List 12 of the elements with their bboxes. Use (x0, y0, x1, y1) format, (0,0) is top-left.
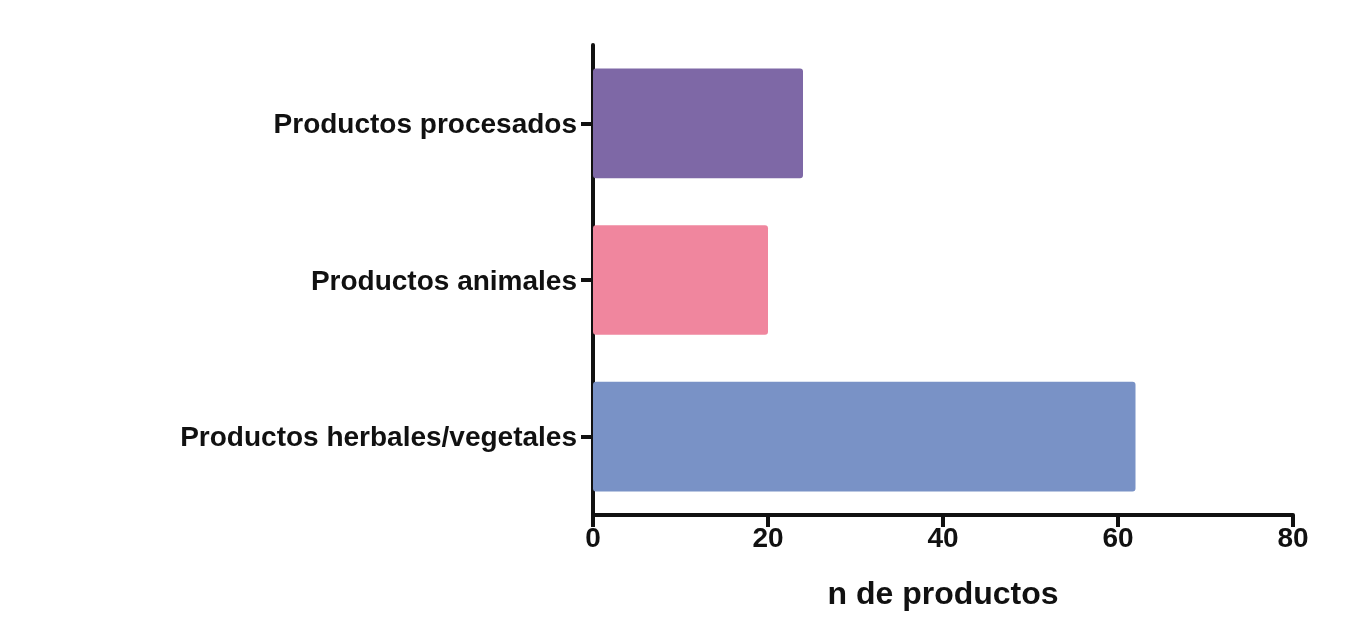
x-tick-label: 20 (752, 521, 784, 553)
x-tick-label: 40 (927, 521, 959, 553)
x-axis-title: n de productos (827, 575, 1059, 611)
y-tick-label: Productos procesados (273, 107, 577, 139)
bar (593, 68, 803, 179)
y-tick-label: Productos animales (310, 264, 577, 296)
x-tick-label: 60 (1102, 521, 1134, 553)
x-tick-label: 0 (585, 521, 601, 553)
bar (593, 381, 1136, 492)
y-tick-label: Productos herbales/vegetales (180, 421, 577, 453)
x-tick-label: 80 (1277, 521, 1309, 553)
bar (593, 225, 768, 335)
